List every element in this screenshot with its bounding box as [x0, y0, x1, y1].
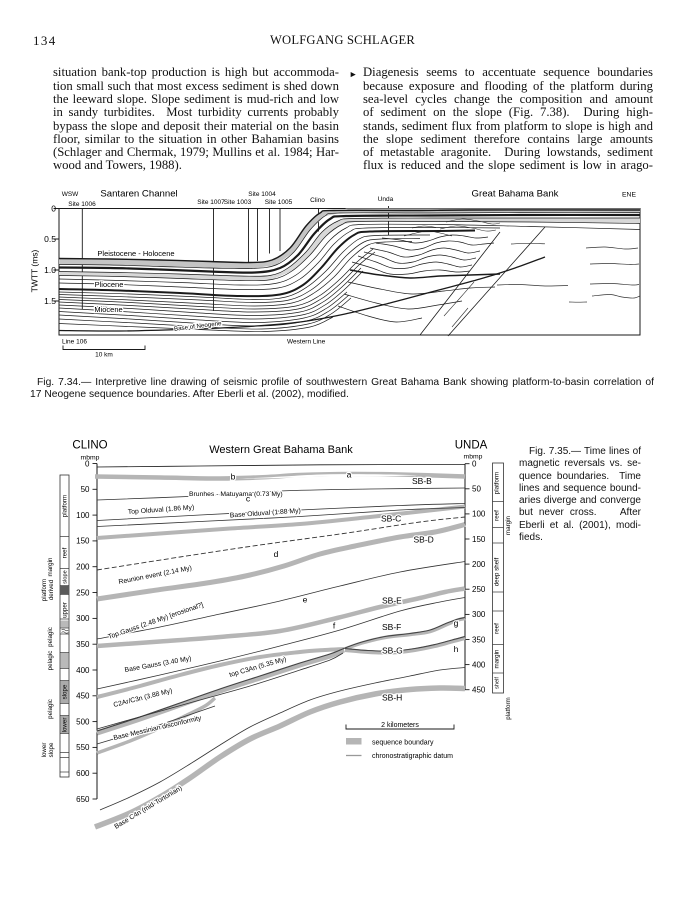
svg-text:0: 0	[85, 459, 90, 468]
svg-text:300: 300	[76, 614, 90, 623]
svg-text:WSW: WSW	[62, 191, 79, 198]
svg-text:mbmp: mbmp	[464, 454, 483, 461]
svg-text:150: 150	[472, 535, 486, 544]
svg-text:Top Olduval (1.86 My): Top Olduval (1.86 My)	[128, 504, 195, 516]
svg-text:Line 106: Line 106	[62, 339, 87, 346]
svg-text:slope: slope	[62, 684, 69, 699]
svg-text:Site 1005: Site 1005	[265, 199, 293, 206]
svg-text:Reunion event (2.14 My): Reunion event (2.14 My)	[118, 565, 192, 586]
svg-text:Pliocene: Pliocene	[95, 280, 124, 289]
svg-text:350: 350	[76, 640, 90, 649]
svg-text:1.0: 1.0	[44, 265, 56, 275]
svg-text:SB-E: SB-E	[382, 596, 402, 606]
svg-text:pelagic: pelagic	[47, 699, 54, 719]
svg-text:Site 1003: Site 1003	[224, 199, 252, 206]
svg-text:300: 300	[472, 610, 486, 619]
svg-text:0: 0	[472, 460, 477, 469]
svg-text:100: 100	[76, 511, 90, 520]
svg-text:250: 250	[76, 588, 90, 597]
svg-text:e: e	[303, 595, 308, 605]
svg-text:b: b	[231, 472, 236, 482]
svg-text:margin: margin	[47, 557, 54, 576]
svg-text:c: c	[246, 494, 251, 504]
svg-text:Top Gauss (2.48 My) [erosional: Top Gauss (2.48 My) [erosional?]	[107, 602, 204, 641]
svg-text:platform: platform	[41, 579, 48, 601]
svg-text:2 kilometers: 2 kilometers	[381, 722, 419, 729]
svg-text:slope: slope	[48, 742, 55, 757]
svg-text:200: 200	[472, 560, 486, 569]
svg-text:CLINO: CLINO	[72, 440, 107, 452]
svg-text:sequence boundary: sequence boundary	[372, 739, 434, 746]
svg-text:650: 650	[76, 795, 90, 804]
svg-text:Santaren Channel: Santaren Channel	[100, 189, 177, 200]
svg-text:chronostratigraphic datum: chronostratigraphic datum	[372, 753, 453, 760]
svg-text:Great Bahama Bank: Great Bahama Bank	[472, 189, 559, 200]
svg-text:450: 450	[76, 692, 90, 701]
svg-text:h: h	[454, 644, 459, 654]
svg-text:50: 50	[81, 485, 90, 494]
svg-text:350: 350	[472, 635, 486, 644]
svg-text:g: g	[454, 618, 459, 628]
svg-text:250: 250	[472, 585, 486, 594]
svg-text:reef: reef	[494, 510, 501, 521]
svg-text:Base Messinian disconformity: Base Messinian disconformity	[113, 715, 203, 742]
svg-text:SB-F: SB-F	[382, 622, 401, 632]
svg-text:0.5: 0.5	[44, 234, 56, 244]
svg-text:550: 550	[76, 743, 90, 752]
svg-text:platform: platform	[62, 495, 69, 517]
svg-text:platform: platform	[505, 697, 512, 719]
svg-text:0: 0	[51, 204, 56, 214]
svg-text:SB-C: SB-C	[381, 514, 401, 524]
svg-text:1.5: 1.5	[44, 296, 56, 306]
svg-text:slope: slope	[63, 570, 69, 583]
svg-text:derived: derived	[48, 579, 55, 600]
svg-text:mbmp: mbmp	[81, 455, 100, 462]
svg-text:TWTT (ms): TWTT (ms)	[30, 249, 40, 292]
svg-text:lower: lower	[62, 718, 69, 733]
svg-text:Western Line: Western Line	[287, 339, 326, 346]
svg-text:f: f	[333, 621, 336, 631]
svg-text:lower: lower	[41, 743, 48, 758]
svg-text:Site 1004: Site 1004	[248, 191, 276, 198]
svg-text:reef: reef	[62, 547, 69, 558]
svg-text:pelagic: pelagic	[47, 627, 54, 647]
svg-text:UNDA: UNDA	[455, 440, 488, 452]
svg-text:200: 200	[76, 563, 90, 572]
svg-text:Clino: Clino	[310, 197, 325, 204]
svg-text:reef: reef	[494, 623, 501, 634]
svg-text:Unda: Unda	[378, 196, 394, 203]
svg-text:450: 450	[472, 686, 486, 695]
svg-text:deep shelf: deep shelf	[494, 557, 501, 586]
svg-text:upper: upper	[62, 602, 69, 618]
svg-text:Base Olduval (1.88 My): Base Olduval (1.88 My)	[230, 508, 301, 520]
svg-text:SB-D: SB-D	[414, 535, 434, 545]
svg-text:Base Gauss (3.40 My): Base Gauss (3.40 My)	[124, 655, 192, 674]
svg-text:SB-B: SB-B	[412, 476, 432, 486]
svg-text:50: 50	[472, 485, 481, 494]
svg-text:Base C4n (mid-Tortonian): Base C4n (mid-Tortonian)	[113, 785, 183, 831]
svg-text:600: 600	[76, 769, 90, 778]
svg-text:10 km: 10 km	[95, 352, 113, 359]
svg-text:pelagic: pelagic	[47, 651, 54, 671]
svg-text:shelf: shelf	[495, 677, 501, 689]
svg-text:Western Great Bahama Bank: Western Great Bahama Bank	[209, 444, 353, 456]
svg-text:100: 100	[472, 510, 486, 519]
svg-text:400: 400	[76, 666, 90, 675]
svg-text:SB-H: SB-H	[382, 693, 402, 703]
svg-text:ENE: ENE	[622, 192, 636, 199]
svg-text:150: 150	[76, 537, 90, 546]
svg-text:platform: platform	[494, 472, 501, 494]
svg-text:margin: margin	[494, 649, 501, 668]
svg-text:Site 1007: Site 1007	[197, 199, 225, 206]
svg-text:d: d	[274, 549, 279, 559]
svg-text:Miocene: Miocene	[94, 305, 122, 314]
svg-text:SB-G: SB-G	[382, 646, 403, 656]
svg-text:a: a	[347, 470, 352, 480]
svg-text:Brunhes - Matuyama (0.73 My): Brunhes - Matuyama (0.73 My)	[189, 491, 283, 498]
svg-text:500: 500	[76, 717, 90, 726]
svg-text:margin: margin	[505, 515, 512, 534]
svg-text:Pleistocene - Holocene: Pleistocene - Holocene	[97, 249, 174, 258]
svg-text:400: 400	[472, 660, 486, 669]
svg-text:Site 1006: Site 1006	[68, 201, 96, 208]
